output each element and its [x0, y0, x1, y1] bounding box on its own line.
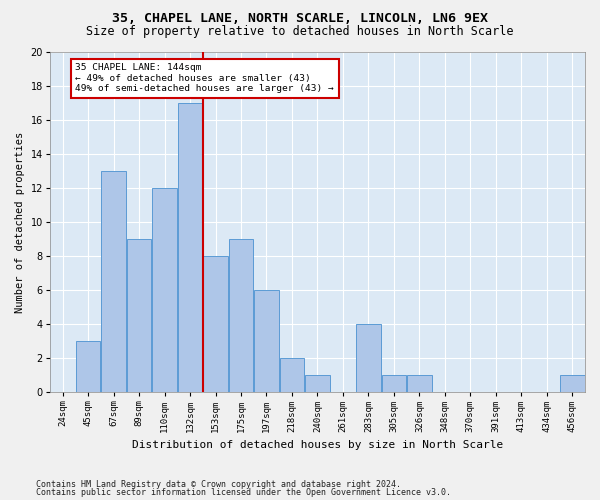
- Bar: [229, 239, 253, 392]
- Text: Size of property relative to detached houses in North Scarle: Size of property relative to detached ho…: [86, 25, 514, 38]
- Bar: [382, 376, 406, 392]
- X-axis label: Distribution of detached houses by size in North Scarle: Distribution of detached houses by size …: [132, 440, 503, 450]
- Bar: [280, 358, 304, 392]
- Bar: [152, 188, 177, 392]
- Text: Contains HM Land Registry data © Crown copyright and database right 2024.: Contains HM Land Registry data © Crown c…: [36, 480, 401, 489]
- Text: 35, CHAPEL LANE, NORTH SCARLE, LINCOLN, LN6 9EX: 35, CHAPEL LANE, NORTH SCARLE, LINCOLN, …: [112, 12, 488, 26]
- Text: Contains public sector information licensed under the Open Government Licence v3: Contains public sector information licen…: [36, 488, 451, 497]
- Bar: [127, 239, 151, 392]
- Bar: [407, 376, 432, 392]
- Bar: [76, 342, 100, 392]
- Bar: [254, 290, 279, 392]
- Bar: [305, 376, 330, 392]
- Bar: [101, 171, 126, 392]
- Bar: [178, 102, 202, 393]
- Bar: [203, 256, 228, 392]
- Text: 35 CHAPEL LANE: 144sqm
← 49% of detached houses are smaller (43)
49% of semi-det: 35 CHAPEL LANE: 144sqm ← 49% of detached…: [76, 64, 334, 93]
- Y-axis label: Number of detached properties: Number of detached properties: [15, 132, 25, 312]
- Bar: [560, 376, 584, 392]
- Bar: [356, 324, 381, 392]
